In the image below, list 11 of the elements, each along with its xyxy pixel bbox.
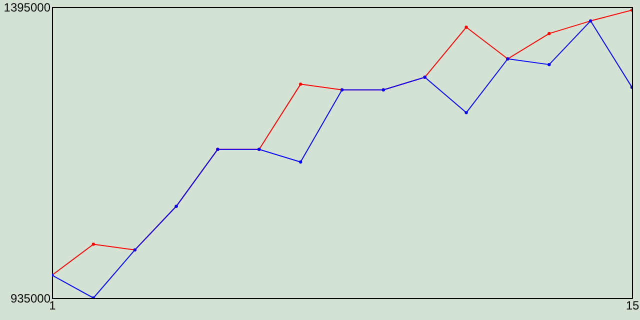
x-tick-label: 15	[626, 298, 640, 312]
point	[298, 82, 302, 86]
y-tick-label: 1395000	[4, 0, 51, 14]
point	[464, 26, 468, 29]
point	[464, 111, 468, 114]
point	[548, 62, 551, 66]
point	[92, 242, 96, 246]
x-tick-label: 1	[49, 298, 56, 312]
point	[548, 32, 551, 36]
point	[298, 160, 302, 164]
y-tick-label: 935000	[10, 292, 51, 306]
